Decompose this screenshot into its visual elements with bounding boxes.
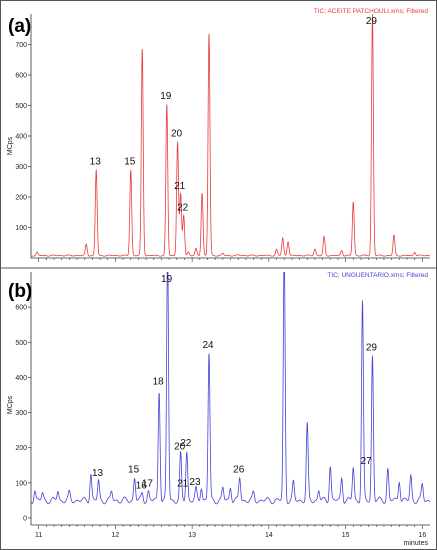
- x-tick-label: 15: [342, 532, 350, 539]
- peak-label-21: 21: [177, 479, 189, 490]
- peak-label-27: 27: [361, 456, 373, 467]
- x-axis-label: minutes: [403, 540, 428, 547]
- x-tick-label: 11: [35, 532, 42, 539]
- y-tick-label: 600: [15, 73, 27, 80]
- peak-label-13: 13: [90, 157, 102, 168]
- peak-label-15: 15: [124, 157, 136, 168]
- peak-label-29: 29: [366, 343, 378, 354]
- y-tick-label: 400: [15, 375, 27, 382]
- y-axis-label: MCps: [7, 395, 14, 414]
- peak-label-15: 15: [128, 465, 140, 476]
- peak-label-29: 29: [366, 16, 378, 27]
- y-axis-label: MCps: [7, 136, 14, 155]
- x-tick-label: 16: [418, 532, 426, 539]
- peak-label-23: 23: [189, 477, 201, 488]
- peak-label-18: 18: [153, 377, 165, 388]
- y-tick-label: 600: [15, 305, 27, 312]
- y-tick-label: 0: [23, 515, 27, 522]
- chromatogram-trace: [31, 14, 430, 257]
- y-tick-label: 500: [15, 103, 27, 110]
- peak-label-20: 20: [171, 128, 183, 139]
- chromatogram-trace: [31, 272, 430, 505]
- peak-label-22: 22: [180, 438, 192, 449]
- peak-label-24: 24: [202, 340, 214, 351]
- y-tick-label: 200: [15, 195, 27, 202]
- peak-label-17: 17: [142, 479, 154, 490]
- peak-label-22: 22: [177, 202, 189, 213]
- peak-label-21: 21: [174, 181, 186, 192]
- y-tick-label: 400: [15, 134, 27, 141]
- y-tick-label: 700: [15, 42, 27, 49]
- peak-label-20: 20: [174, 442, 186, 453]
- tic-label: TIC; UNGUENTARIO.xms; Filtered: [327, 272, 428, 279]
- panel-label: (b): [8, 281, 32, 302]
- y-tick-label: 100: [15, 480, 27, 487]
- peak-label-19: 19: [160, 91, 172, 102]
- tic-label: TIC; ACEITE PATCHOULI.xms; Filtered: [314, 8, 429, 15]
- x-tick-label: 14: [265, 532, 273, 539]
- panel-a: 100 200 300 400 500 600 700 MCps 13 15 19 20 21 22 29 (…: [7, 8, 430, 262]
- y-tick-label: 100: [15, 225, 27, 232]
- y-tick-label: 200: [15, 445, 27, 452]
- peak-label-16: 16: [136, 480, 148, 491]
- panel-label: (a): [8, 16, 31, 37]
- y-tick-label: 500: [15, 340, 27, 347]
- y-tick-label: 300: [15, 164, 27, 171]
- x-tick-label: 13: [188, 532, 196, 539]
- peak-label-26: 26: [233, 465, 245, 476]
- peak-label-13: 13: [92, 468, 104, 479]
- peak-label-19: 19: [161, 274, 173, 285]
- y-tick-label: 300: [15, 410, 27, 417]
- x-tick-label: 12: [112, 532, 120, 539]
